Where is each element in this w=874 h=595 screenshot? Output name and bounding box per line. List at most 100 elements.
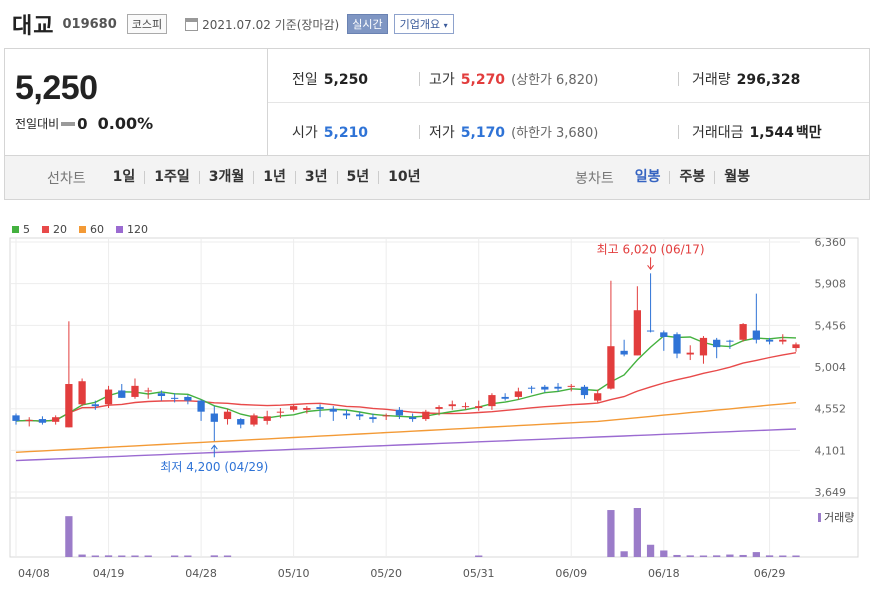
open-label: 시가 bbox=[292, 125, 318, 141]
period-1w[interactable]: 1주일 bbox=[144, 170, 199, 184]
amount-unit: 백만 bbox=[795, 125, 822, 141]
volume-bar bbox=[713, 555, 721, 557]
upper-limit-label: (상한가 bbox=[511, 73, 553, 88]
candle-body bbox=[739, 324, 747, 340]
y-tick-label: 5,908 bbox=[815, 278, 847, 291]
legend-label: 20 bbox=[53, 223, 67, 236]
y-tick-label: 4,552 bbox=[815, 403, 847, 416]
candle-body bbox=[567, 385, 575, 387]
legend-ma120: 120 bbox=[116, 223, 148, 236]
volume-bar bbox=[104, 555, 113, 557]
candle-weekly[interactable]: 주봉 bbox=[669, 170, 714, 184]
volume-bar bbox=[779, 555, 787, 557]
volume-legend-swatch bbox=[818, 513, 821, 522]
change-value: 0 bbox=[77, 114, 88, 133]
change-rate: 0.00% bbox=[97, 114, 154, 133]
day-low: 저가 5,170 (하한가 3,680) bbox=[429, 122, 598, 142]
candle-body bbox=[554, 386, 562, 389]
flat-icon bbox=[61, 121, 76, 126]
chevron-down-icon: ▾ bbox=[443, 21, 448, 30]
volume-bar bbox=[646, 544, 655, 557]
low-arrow-icon bbox=[210, 444, 218, 458]
period-5y[interactable]: 5년 bbox=[336, 170, 379, 184]
legend-swatch bbox=[79, 226, 86, 233]
candle-body bbox=[488, 395, 496, 407]
market-badge: 코스피 bbox=[126, 14, 168, 34]
y-tick-label: 4,101 bbox=[815, 444, 847, 457]
candle-body bbox=[514, 391, 523, 397]
candle-body bbox=[276, 411, 285, 413]
candle-body bbox=[12, 415, 20, 421]
candle-body bbox=[131, 385, 139, 397]
period-10y[interactable]: 10년 bbox=[378, 170, 429, 184]
prev-close: 전일 5,250 bbox=[292, 69, 368, 89]
lower-limit-value: 3,680) bbox=[556, 126, 599, 141]
stock-code: 019680 bbox=[62, 16, 117, 32]
candle-body bbox=[52, 417, 60, 422]
date-text: 2021.07.02 기준(장마감) bbox=[202, 17, 340, 32]
divider bbox=[419, 125, 420, 139]
candle-daily[interactable]: 일봉 bbox=[634, 169, 661, 185]
prev-close-value: 5,250 bbox=[323, 72, 369, 88]
candle-body bbox=[527, 387, 536, 389]
y-tick-label: 3,649 bbox=[815, 486, 847, 499]
high-label: 고가 bbox=[429, 72, 455, 88]
candle-body bbox=[435, 407, 443, 409]
candle-body bbox=[752, 330, 760, 340]
volume-bar bbox=[660, 550, 668, 557]
current-price: 5,250 bbox=[15, 69, 98, 107]
candle-body bbox=[660, 332, 668, 337]
volume-value: 296,328 bbox=[736, 72, 801, 88]
volume-bar bbox=[131, 555, 139, 557]
volume-bar bbox=[118, 555, 126, 557]
candle-chart-label: 봉차트 bbox=[575, 170, 614, 187]
ma60-line bbox=[15, 401, 797, 453]
candle-body bbox=[184, 396, 192, 401]
legend-ma20: 20 bbox=[42, 223, 67, 236]
period-1d[interactable]: 1일 bbox=[112, 169, 136, 185]
prev-close-label: 전일 bbox=[292, 72, 318, 88]
legend-label: 5 bbox=[23, 223, 30, 236]
ma120-line bbox=[15, 428, 797, 462]
candle-body bbox=[620, 350, 628, 355]
lower-limit-label: (하한가 bbox=[511, 126, 553, 141]
x-tick-label: 06/29 bbox=[754, 567, 786, 580]
candle-body bbox=[144, 390, 152, 392]
candle-body bbox=[395, 409, 404, 416]
period-1y[interactable]: 1년 bbox=[253, 170, 295, 184]
volume-bar bbox=[78, 554, 86, 557]
realtime-button[interactable]: 실시간 bbox=[347, 14, 388, 34]
candle-body bbox=[699, 337, 708, 356]
candle-body bbox=[646, 330, 655, 332]
x-tick-label: 05/20 bbox=[370, 567, 402, 580]
company-info-button[interactable]: 기업개요 ▾ bbox=[393, 14, 454, 34]
period-3m[interactable]: 3개월 bbox=[198, 170, 254, 184]
volume-bar bbox=[144, 555, 152, 557]
change-label: 전일대비 bbox=[15, 117, 60, 131]
candle-body bbox=[223, 411, 232, 420]
legend-swatch bbox=[42, 226, 49, 233]
legend-swatch bbox=[12, 226, 19, 233]
ma20-line bbox=[15, 352, 797, 422]
divider bbox=[678, 72, 679, 86]
candle-body bbox=[65, 384, 73, 428]
x-tick-label: 06/09 bbox=[555, 567, 587, 580]
period-3y[interactable]: 3년 bbox=[294, 170, 337, 184]
candle-monthly[interactable]: 월봉 bbox=[714, 170, 759, 184]
price-chart[interactable]: 6,360 5,908 5,456 5,004 4,552 4,101 3,649 04/08… bbox=[0, 200, 874, 595]
candle-body bbox=[104, 389, 113, 405]
x-tick-label: 04/28 bbox=[185, 567, 217, 580]
candle-body bbox=[765, 339, 774, 342]
volume-bar bbox=[765, 555, 774, 557]
candle-body bbox=[779, 339, 787, 342]
volume-bar bbox=[620, 551, 628, 557]
volume: 거래량 296,328 bbox=[692, 69, 800, 89]
volume-bar bbox=[673, 554, 681, 557]
amount-value: 1,544 bbox=[749, 125, 794, 141]
open-value: 5,210 bbox=[323, 125, 369, 141]
candle-body bbox=[726, 340, 734, 342]
volume-bar bbox=[607, 510, 615, 557]
candle-body bbox=[382, 415, 390, 417]
low-annotation: 최저 4,200 (04/29) bbox=[160, 460, 268, 474]
open-price: 시가 5,210 bbox=[292, 122, 368, 142]
